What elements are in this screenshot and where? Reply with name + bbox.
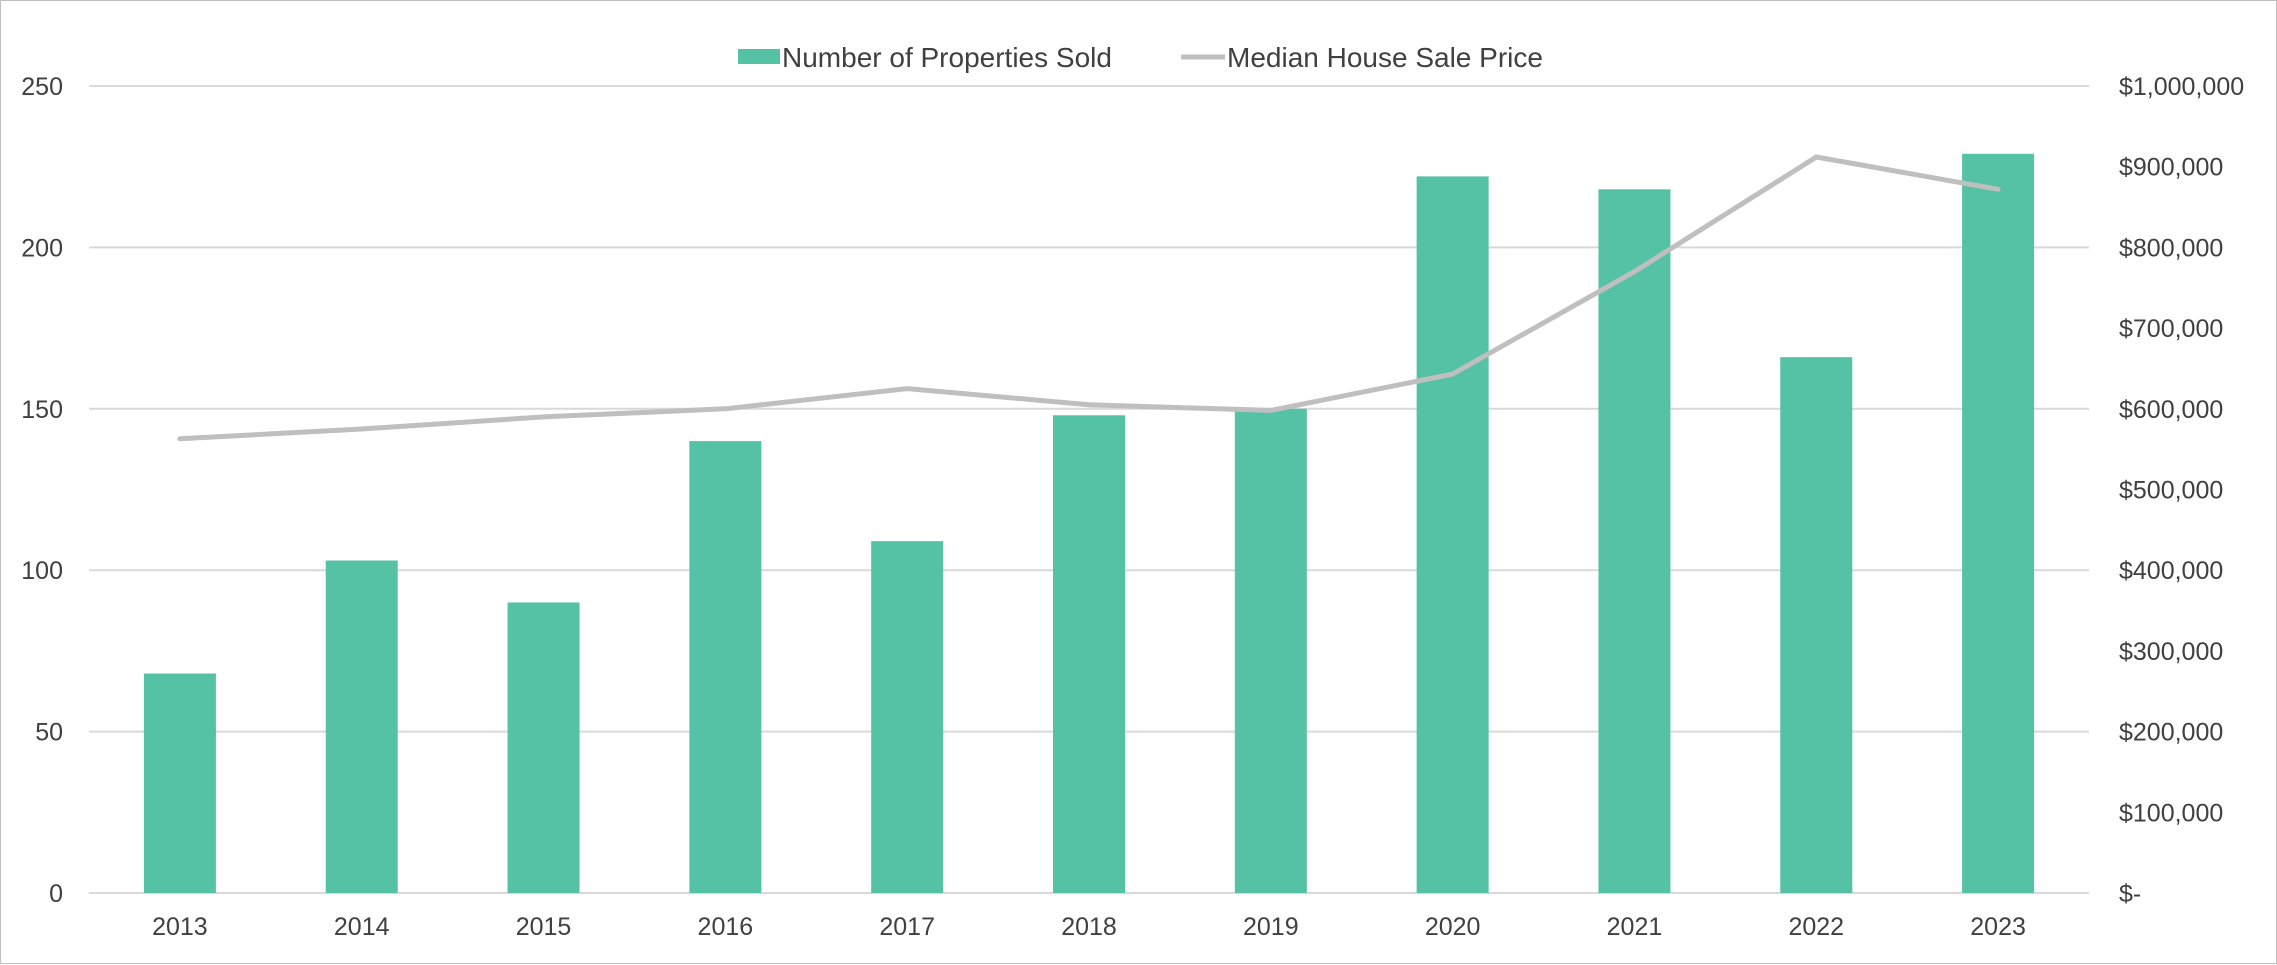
legend-entry-bars: Number of Properties Sold (738, 42, 1112, 73)
right-tick-label: $700,000 (2119, 315, 2223, 343)
x-tick-label: 2015 (516, 913, 572, 941)
right-tick-label: $400,000 (2119, 557, 2223, 585)
legend-entry-line: Median House Sale Price (1181, 42, 1543, 73)
right-tick-label: $- (2119, 880, 2141, 908)
bar (1416, 176, 1489, 893)
x-tick-label: 2023 (1970, 913, 2026, 941)
legend-label-line: Median House Sale Price (1227, 42, 1543, 73)
bar (143, 673, 216, 893)
right-tick-label: $900,000 (2119, 154, 2223, 182)
x-tick-label: 2022 (1788, 913, 1844, 941)
bar (325, 560, 398, 893)
x-tick-label: 2019 (1243, 913, 1299, 941)
bar (689, 441, 762, 893)
x-tick-label: 2018 (1061, 913, 1117, 941)
x-tick-label: 2020 (1425, 913, 1481, 941)
left-tick-label: 100 (21, 557, 63, 585)
x-axis: 2013 2014 2015 2016 2017 2018 2019 2020 2021 2022… (152, 913, 2026, 941)
right-tick-label: $200,000 (2119, 719, 2223, 747)
left-tick-label: 200 (21, 234, 63, 262)
bar (507, 602, 580, 893)
right-tick-label: $300,000 (2119, 638, 2223, 666)
bar (871, 541, 944, 893)
x-tick-label: 2013 (152, 913, 208, 941)
bar (1962, 153, 2035, 894)
right-axis: $- $100,000 $200,000 $300,000 $400,000 $500,0… (2119, 73, 2244, 908)
left-tick-label: 0 (49, 880, 63, 908)
median-price-line (177, 154, 2001, 442)
bar (1053, 415, 1125, 893)
right-tick-label: $600,000 (2119, 396, 2223, 424)
left-tick-label: 150 (21, 396, 63, 424)
bar-series (143, 153, 2035, 894)
x-tick-label: 2014 (334, 913, 390, 941)
legend: Number of Properties Sold Median House S… (738, 42, 1543, 73)
line-series (177, 154, 2001, 442)
right-tick-label: $500,000 (2119, 477, 2223, 505)
bar (1598, 189, 1671, 893)
bar (1780, 357, 1853, 894)
right-tick-label: $800,000 (2119, 234, 2223, 262)
legend-label-bar: Number of Properties Sold (782, 42, 1112, 73)
bar (1234, 408, 1307, 893)
x-tick-label: 2021 (1607, 913, 1663, 941)
x-tick-label: 2016 (698, 913, 754, 941)
x-tick-label: 2017 (879, 913, 935, 941)
left-tick-label: 250 (21, 73, 63, 101)
left-axis: 0 50 100 150 200 250 (21, 73, 63, 908)
legend-swatch-bar (738, 49, 780, 64)
right-tick-label: $1,000,000 (2119, 73, 2244, 101)
left-tick-label: 50 (35, 719, 63, 747)
right-tick-label: $100,000 (2119, 799, 2223, 827)
